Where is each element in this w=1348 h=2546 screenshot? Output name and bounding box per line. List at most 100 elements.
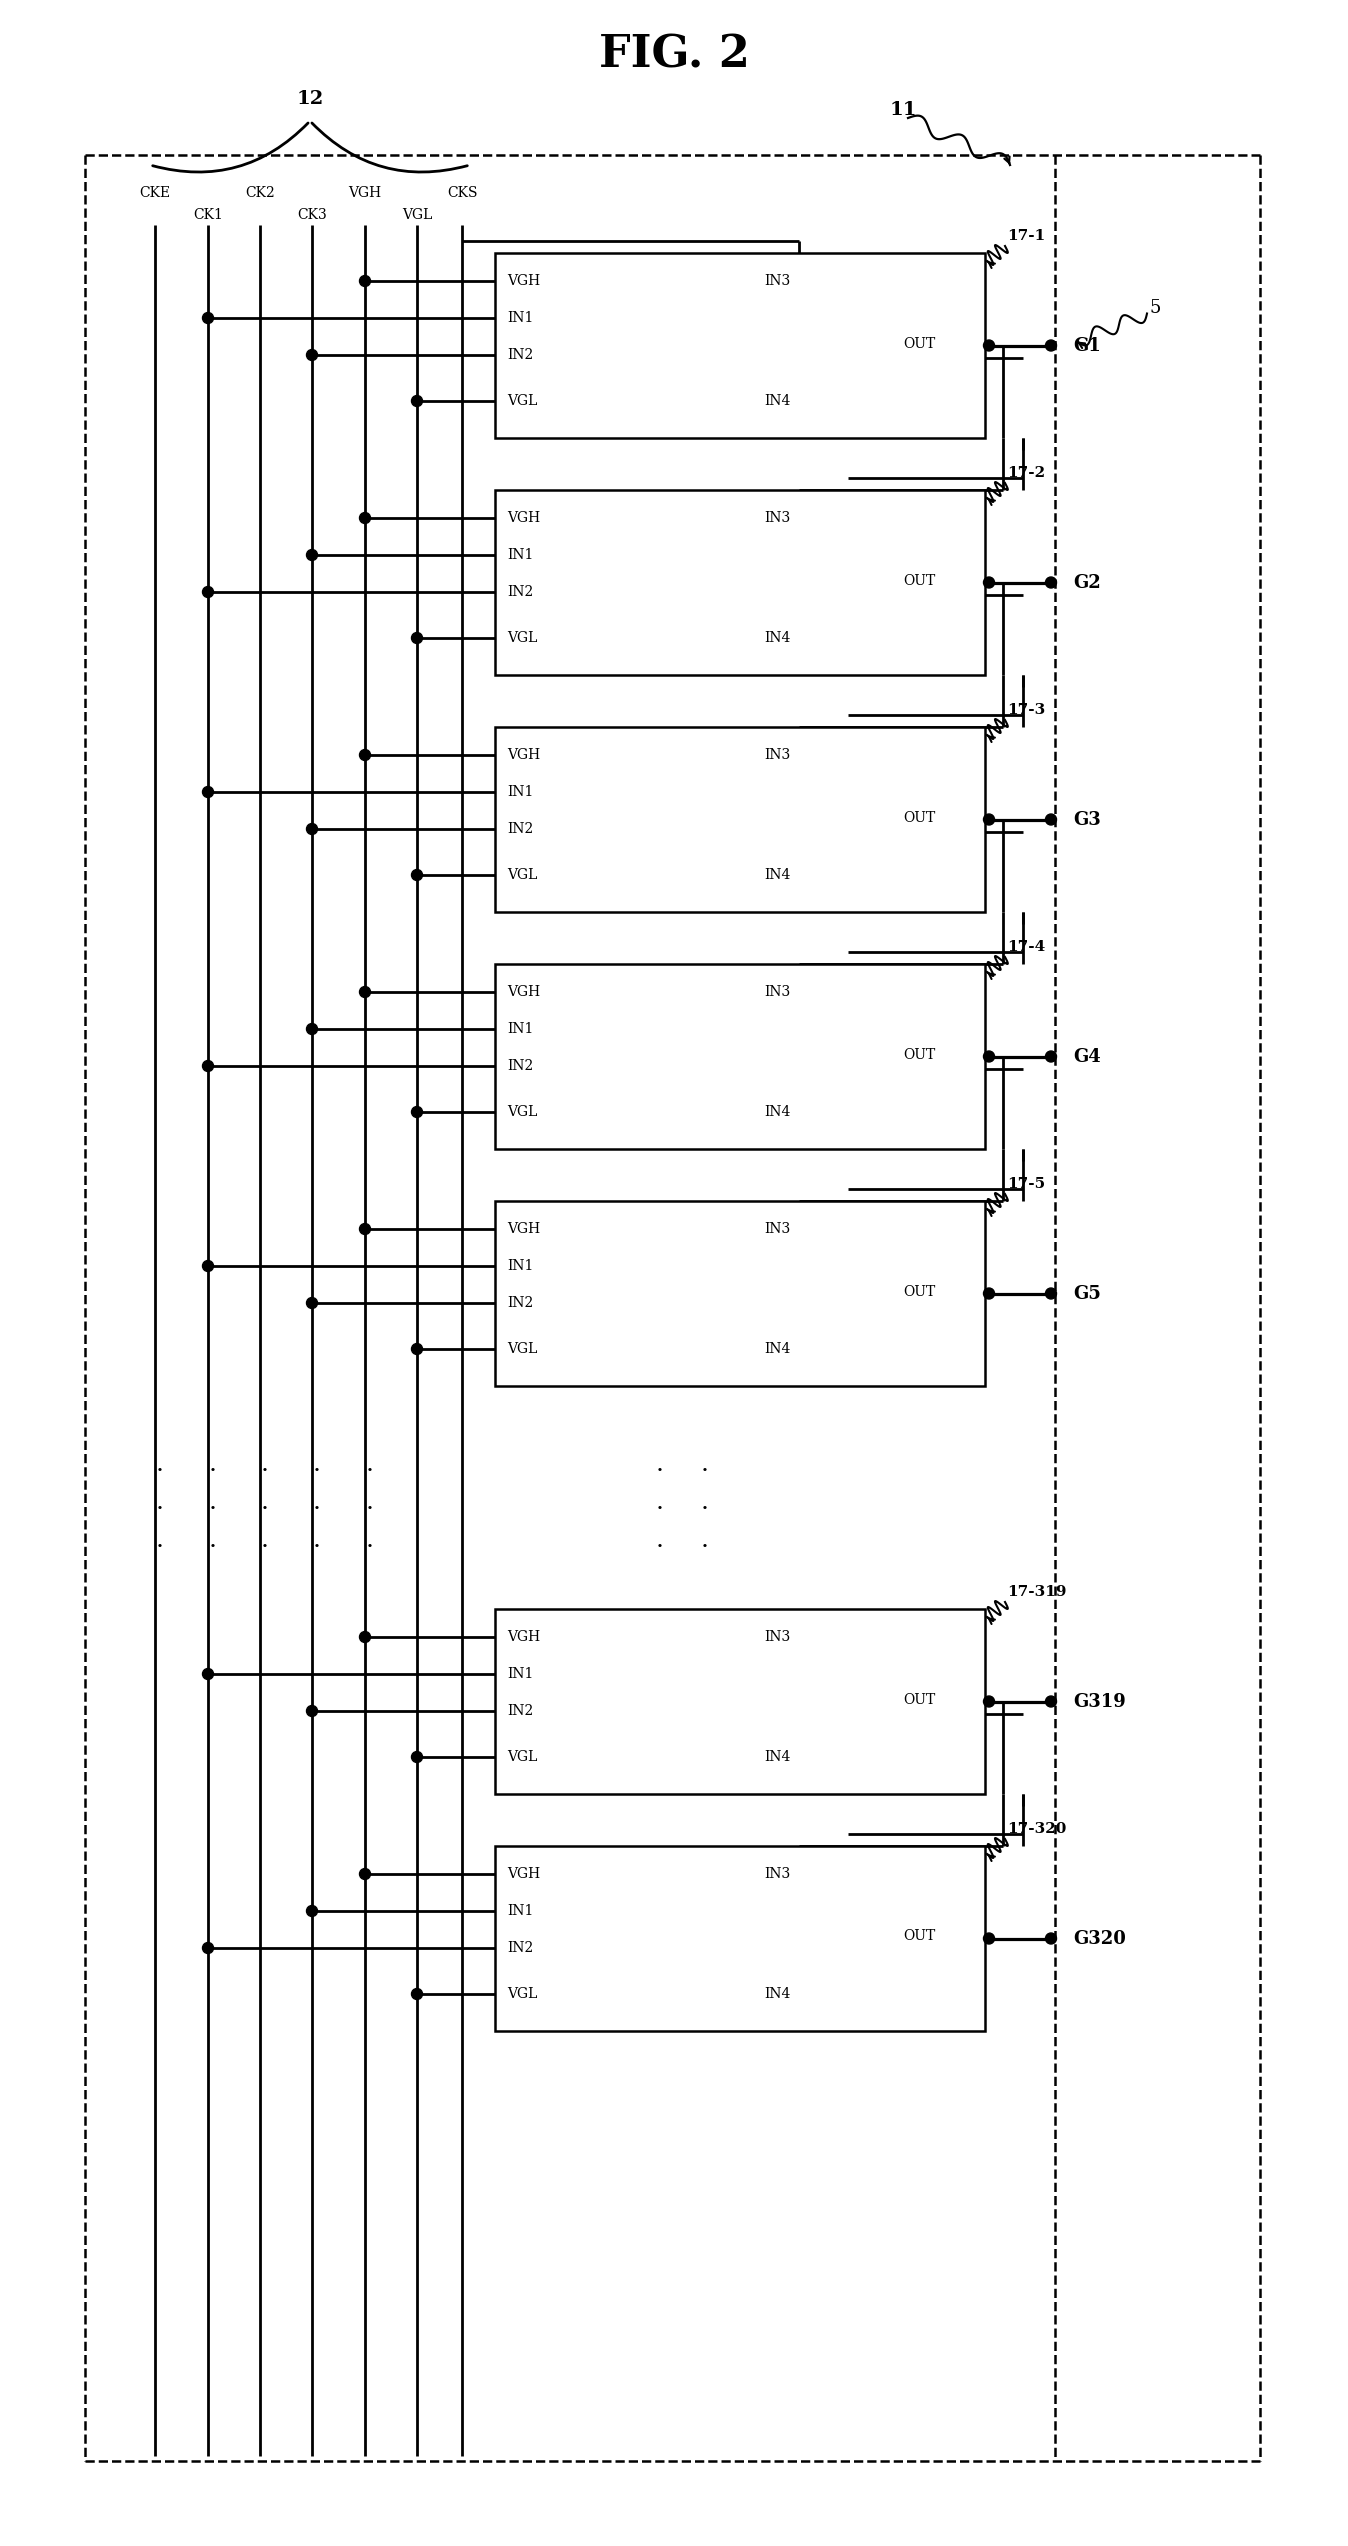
Text: FIG. 2: FIG. 2 (599, 33, 749, 76)
Text: IN3: IN3 (764, 512, 791, 524)
Bar (495, 1609, 985, 1795)
Text: ·: · (367, 1459, 373, 1482)
Text: CK2: CK2 (245, 186, 275, 201)
Text: G5: G5 (1073, 1286, 1101, 1304)
Circle shape (984, 1696, 995, 1706)
Text: IN1: IN1 (507, 1021, 534, 1036)
Text: ·: · (156, 1535, 164, 1558)
Text: ·: · (156, 1459, 164, 1482)
Text: G2: G2 (1073, 573, 1101, 591)
Circle shape (360, 275, 371, 288)
Text: VGH: VGH (507, 512, 541, 524)
Bar (495, 728, 985, 911)
Text: IN3: IN3 (764, 749, 791, 761)
Text: 17-4: 17-4 (1007, 939, 1045, 955)
Text: VGL: VGL (507, 1342, 538, 1357)
Text: IN1: IN1 (507, 547, 534, 563)
Bar (495, 489, 985, 675)
Text: IN1: IN1 (507, 1260, 534, 1273)
Text: VGL: VGL (507, 1749, 538, 1764)
Circle shape (306, 1706, 318, 1716)
Text: IN1: IN1 (507, 311, 534, 326)
Text: G4: G4 (1073, 1046, 1101, 1064)
Text: ·: · (701, 1497, 709, 1520)
Text: IN1: IN1 (507, 1668, 534, 1680)
Text: OUT: OUT (903, 1693, 936, 1706)
Circle shape (1046, 341, 1057, 351)
Circle shape (202, 586, 213, 598)
Text: IN2: IN2 (507, 1940, 534, 1955)
Text: VGL: VGL (402, 209, 433, 222)
Text: IN3: IN3 (764, 1629, 791, 1645)
Text: ·: · (701, 1459, 709, 1482)
Circle shape (306, 349, 318, 362)
Text: ·: · (656, 1535, 665, 1558)
Text: ·: · (313, 1497, 321, 1520)
Circle shape (1046, 1696, 1057, 1706)
Text: IN4: IN4 (764, 1986, 791, 2001)
Circle shape (306, 550, 318, 560)
Circle shape (202, 1260, 213, 1270)
Circle shape (984, 1288, 995, 1298)
Circle shape (984, 815, 995, 825)
Text: IN1: IN1 (507, 1904, 534, 1917)
Circle shape (411, 1108, 422, 1118)
Text: 17-319: 17-319 (1007, 1586, 1066, 1599)
Text: VGL: VGL (507, 1105, 538, 1120)
Text: VGL: VGL (507, 395, 538, 407)
Text: G1: G1 (1073, 336, 1101, 354)
Circle shape (411, 1344, 422, 1354)
Circle shape (1046, 1051, 1057, 1062)
Text: IN4: IN4 (764, 395, 791, 407)
Circle shape (202, 1668, 213, 1680)
Bar (495, 965, 985, 1148)
Text: ·: · (262, 1535, 270, 1558)
Text: IN3: IN3 (764, 1866, 791, 1881)
Circle shape (411, 1752, 422, 1762)
Text: OUT: OUT (903, 1046, 936, 1062)
Text: IN4: IN4 (764, 631, 791, 644)
Text: 12: 12 (297, 89, 324, 107)
Circle shape (360, 749, 371, 761)
Text: ·: · (209, 1497, 217, 1520)
Text: VGH: VGH (507, 1222, 541, 1235)
Text: ·: · (313, 1459, 321, 1482)
Text: IN3: IN3 (764, 275, 791, 288)
Text: G320: G320 (1073, 1930, 1126, 1948)
Text: 11: 11 (890, 102, 918, 120)
Circle shape (360, 1225, 371, 1235)
Text: IN4: IN4 (764, 1342, 791, 1357)
Circle shape (984, 1051, 995, 1062)
Text: G3: G3 (1073, 810, 1101, 827)
Circle shape (984, 1932, 995, 1945)
Text: IN2: IN2 (507, 1059, 534, 1072)
Text: VGL: VGL (507, 631, 538, 644)
Text: ·: · (262, 1459, 270, 1482)
Circle shape (411, 871, 422, 881)
Circle shape (360, 985, 371, 998)
Circle shape (360, 1869, 371, 1879)
Text: ·: · (656, 1459, 665, 1482)
Text: VGH: VGH (348, 186, 381, 201)
Text: IN3: IN3 (764, 985, 791, 998)
Text: VGL: VGL (507, 868, 538, 881)
Circle shape (360, 1632, 371, 1642)
Text: VGL: VGL (507, 1986, 538, 2001)
Circle shape (202, 1943, 213, 1953)
Text: G319: G319 (1073, 1693, 1126, 1711)
Bar (495, 1846, 985, 2032)
Bar (495, 252, 985, 438)
Text: IN4: IN4 (764, 868, 791, 881)
Text: IN4: IN4 (764, 1749, 791, 1764)
Text: 17-3: 17-3 (1007, 703, 1045, 718)
Circle shape (411, 395, 422, 407)
Text: CKE: CKE (139, 186, 171, 201)
Text: ·: · (313, 1535, 321, 1558)
Text: 17-1: 17-1 (1007, 229, 1045, 242)
Text: ·: · (209, 1535, 217, 1558)
Text: CK3: CK3 (297, 209, 326, 222)
Circle shape (360, 512, 371, 524)
Text: CK1: CK1 (193, 209, 222, 222)
Circle shape (1046, 578, 1057, 588)
Text: ·: · (656, 1497, 665, 1520)
